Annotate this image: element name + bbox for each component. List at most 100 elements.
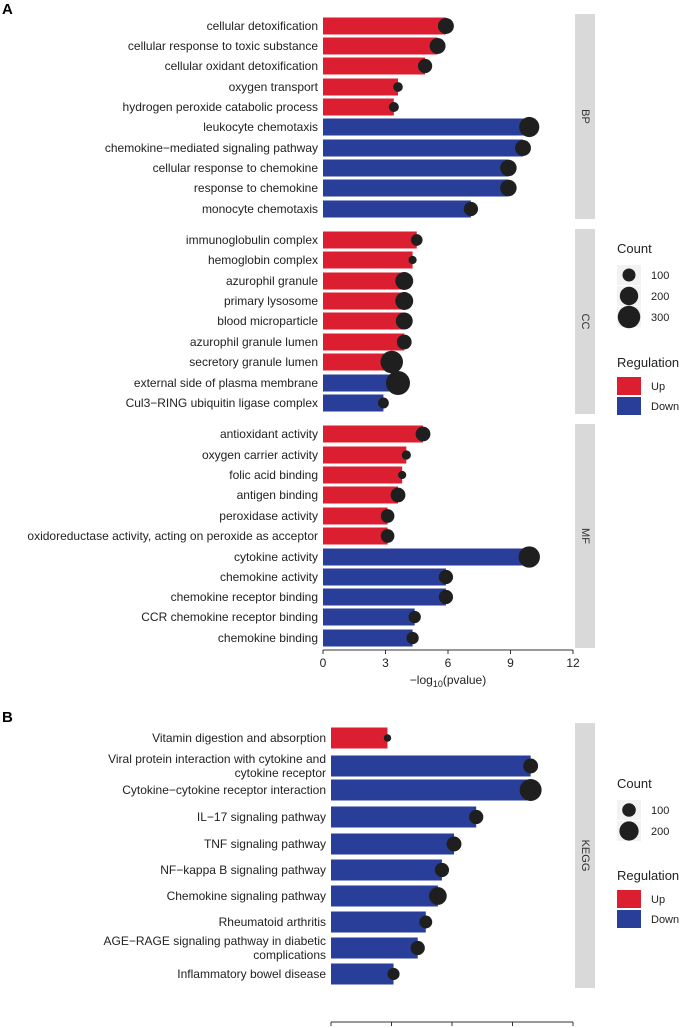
- term-label: chemokine receptor binding: [171, 590, 318, 604]
- facet-strip-bp: [575, 14, 595, 219]
- legend-count-label: 100: [651, 805, 669, 817]
- bar: [323, 394, 384, 412]
- facet-strip-kegg: [575, 723, 595, 988]
- x-axis-label: −log10(pvalue): [410, 673, 486, 689]
- legend-count-dot: [622, 803, 636, 817]
- count-dot: [434, 862, 450, 878]
- count-dot: [380, 529, 395, 543]
- bar: [323, 78, 398, 96]
- bar: [323, 568, 446, 586]
- count-dot: [380, 350, 404, 374]
- bar: [323, 17, 446, 35]
- count-dot: [408, 255, 417, 265]
- bar: [323, 548, 530, 566]
- bar: [323, 466, 403, 484]
- bar: [323, 37, 438, 55]
- count-dot: [393, 82, 403, 92]
- legend-regulation-title: Regulation: [617, 868, 679, 883]
- term-label: hydrogen peroxide catabolic process: [123, 100, 318, 114]
- count-dot: [386, 371, 410, 395]
- term-label: oxidoreductase activity, acting on perox…: [27, 529, 318, 543]
- bar: [323, 486, 398, 504]
- legend-count-label: 200: [651, 826, 669, 838]
- term-label: TNF signaling pathway: [204, 837, 326, 851]
- count-dot: [383, 734, 392, 742]
- count-dot: [523, 758, 539, 774]
- count-dot: [396, 334, 412, 350]
- bar: [323, 272, 405, 290]
- bar: [331, 963, 394, 985]
- legend-count-label: 300: [651, 312, 669, 324]
- count-dot: [437, 18, 454, 34]
- count-dot: [401, 450, 411, 460]
- legend-count-label: 100: [651, 270, 669, 282]
- bar: [323, 231, 417, 249]
- count-dot: [438, 569, 454, 585]
- x-tick-label: 9: [507, 656, 514, 670]
- legend-count-dot: [619, 821, 639, 841]
- bar: [323, 312, 405, 330]
- facet-strip-mf: [575, 424, 595, 648]
- term-label: immunoglobulin complex: [186, 233, 318, 247]
- term-label: complications: [253, 948, 326, 962]
- bar: [323, 159, 509, 177]
- count-dot: [519, 116, 540, 138]
- facet-strip-label: CC: [579, 314, 591, 330]
- bar: [323, 425, 423, 443]
- term-label: folic acid binding: [229, 468, 318, 482]
- legend-regulation-label: Down: [651, 914, 679, 926]
- bar: [323, 608, 415, 626]
- legend-count-title: Count: [617, 241, 652, 256]
- term-label: cellular oxidant detoxification: [165, 59, 318, 73]
- facet-strip-label: BP: [579, 109, 591, 124]
- term-label: response to chemokine: [194, 181, 318, 195]
- count-dot: [417, 58, 433, 74]
- count-dot: [408, 610, 421, 624]
- legend-count-title: Count: [617, 776, 652, 791]
- term-label: cytokine activity: [234, 550, 318, 564]
- count-dot: [515, 140, 531, 156]
- panel-label-b: B: [2, 709, 13, 726]
- term-label: primary lysosome: [224, 294, 318, 308]
- count-dot: [446, 836, 462, 852]
- facet-strip-cc: [575, 229, 595, 414]
- term-label: antioxidant activity: [220, 427, 318, 441]
- term-label: cellular response to toxic substance: [128, 39, 318, 53]
- panel-label-a: A: [2, 1, 13, 18]
- count-dot: [395, 292, 414, 310]
- term-label: azurophil granule: [226, 274, 318, 288]
- bar: [323, 251, 413, 269]
- count-dot: [395, 272, 414, 290]
- term-label: IL−17 signaling pathway: [197, 810, 326, 824]
- term-label: chemokine activity: [220, 570, 318, 584]
- term-label: external side of plasma membrane: [134, 376, 318, 390]
- bar: [323, 139, 523, 157]
- term-label: Viral protein interaction with cytokine …: [108, 752, 326, 766]
- legend-count-dot: [617, 305, 641, 329]
- facet-strip-label: KEGG: [579, 840, 591, 872]
- count-dot: [438, 589, 454, 605]
- count-dot: [519, 779, 542, 801]
- legend-regulation-label: Down: [651, 401, 679, 413]
- legend-regulation-swatch: [617, 377, 641, 395]
- legend-regulation-title: Regulation: [617, 355, 679, 370]
- term-label: Cytokine−cytokine receptor interaction: [122, 783, 326, 797]
- term-label: AGE−RAGE signaling pathway in diabetic: [104, 934, 326, 948]
- bar: [331, 806, 477, 828]
- bar: [323, 200, 471, 218]
- term-label: monocyte chemotaxis: [202, 202, 318, 216]
- bar: [323, 527, 388, 545]
- legend-count-dot: [619, 286, 639, 306]
- bar: [331, 755, 531, 777]
- term-label: azurophil granule lumen: [190, 335, 318, 349]
- bar: [331, 859, 442, 881]
- term-label: Vitamin digestion and absorption: [152, 731, 326, 745]
- count-dot: [500, 179, 517, 197]
- count-dot: [463, 201, 479, 217]
- bar: [323, 374, 398, 392]
- count-dot: [410, 940, 425, 956]
- term-label: leukocyte chemotaxis: [203, 120, 318, 134]
- term-label: chemokine binding: [218, 631, 318, 645]
- count-dot: [395, 312, 413, 330]
- legend-regulation-swatch: [617, 890, 641, 908]
